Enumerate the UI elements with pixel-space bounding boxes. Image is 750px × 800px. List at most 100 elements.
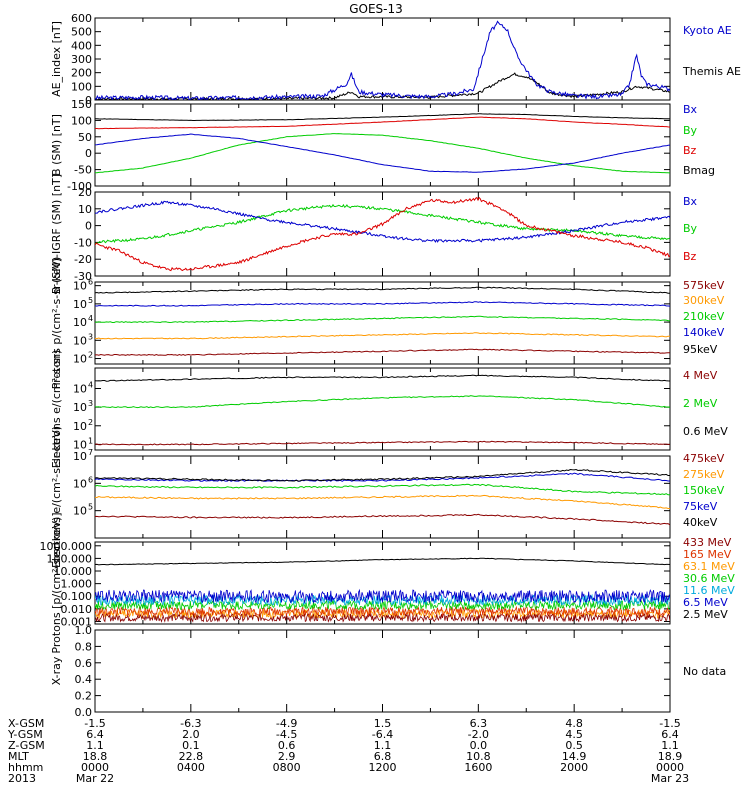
panel-ylabel: Electrons e/(cm²-s-sr-keV)	[50, 426, 63, 568]
y-tick-label: 1.000	[61, 578, 93, 591]
y-tick-label: 0.010	[61, 603, 93, 616]
y-tick-label: 0.001	[61, 615, 93, 628]
legend-entry: 575keV	[683, 279, 725, 292]
series-line-bx	[95, 133, 670, 173]
legend-entry: By	[683, 124, 698, 137]
legend-entry: Bx	[683, 195, 698, 208]
panel-7: Protons [p/(cm²-s-sr-keV)]1000.000100.00…	[40, 512, 736, 653]
ephemeris-value: -2.0	[468, 728, 489, 741]
y-tick-label: 100	[71, 80, 92, 93]
series-line-bz	[95, 116, 670, 130]
legend-entry: Bz	[683, 250, 697, 263]
y-tick-label: 0.0	[75, 706, 93, 719]
y-tick-label: 10	[73, 334, 87, 347]
panel-ylabel: AE_index [nT]	[50, 21, 63, 97]
ephemeris-value: 2.0	[182, 728, 200, 741]
y-tick-label: 0	[85, 220, 92, 233]
y-tick-label: 10	[73, 450, 87, 463]
ephemeris-value: -4.5	[276, 728, 297, 741]
y-tick-label: 0.8	[75, 640, 93, 653]
ephemeris-value: 10.8	[466, 750, 491, 763]
y-tick-label: 0	[85, 147, 92, 160]
y-tick-label: -30	[74, 270, 92, 283]
ephemeris-row-label: hhmm	[8, 761, 43, 774]
legend-entry: 475keV	[683, 452, 725, 465]
chart-title: GOES-13	[349, 2, 403, 16]
legend-entry: 433 MeV	[683, 536, 732, 549]
panel-lines	[95, 113, 670, 174]
y-tick-label: 1.0	[75, 624, 93, 637]
ephemeris-value: 1.5	[374, 717, 392, 730]
y-tick-label: 50	[78, 131, 92, 144]
series-line-bx	[95, 200, 670, 243]
ephemeris-row-label: 2013	[8, 772, 36, 785]
ephemeris-value: 6.3	[470, 717, 488, 730]
y-tick-exponent: 3	[88, 332, 93, 341]
y-tick-exponent: 3	[88, 399, 93, 408]
legend-entry: 300keV	[683, 294, 725, 307]
panel-3: B (SM)-IGRF (SM) [nT] 20 10 0 -10 -20 -30 Bx By B…	[50, 174, 698, 294]
y-tick-label: 10	[73, 280, 87, 293]
y-tick-label: -10	[74, 236, 92, 249]
panel-ylabel: X-ray	[50, 656, 63, 685]
panel-frame	[94, 17, 671, 101]
panel-ylabel: B (SM)-IGRF (SM) [nT]	[50, 174, 63, 294]
legend-entry: 150keV	[683, 484, 725, 497]
legend-entry: 63.1 MeV	[683, 560, 735, 573]
series-line-bz	[95, 196, 670, 272]
y-tick-exponent: 5	[88, 296, 93, 305]
series-line-6-5-mev	[95, 588, 670, 604]
y-tick-label: 100	[71, 114, 92, 127]
legend-entry: Bx	[683, 103, 698, 116]
series-line-by	[95, 133, 670, 174]
no-data-note: No data	[683, 665, 726, 678]
series-line-6-4	[95, 472, 670, 482]
legend-entry: 0.6 MeV	[683, 425, 728, 438]
legend-entry: 2.5 MeV	[683, 608, 728, 621]
ephemeris-value: 1.1	[374, 739, 392, 752]
ephemeris-value: -1.5	[84, 717, 105, 730]
legend-entry: 95keV	[683, 343, 718, 356]
panel-ylabel: Electrons e/(cm²-s-sr)	[50, 350, 63, 469]
y-tick-label: 10	[73, 298, 87, 311]
y-tick-label: 1000.000	[40, 540, 93, 553]
ephemeris-value: 1.1	[86, 739, 104, 752]
panel-lines	[95, 286, 670, 356]
series-line-5-3	[95, 374, 670, 382]
panel-lines	[95, 196, 670, 272]
panel-8: X-ray 1.0 0.8 0.6 0.4 0.2 0.0 No data	[50, 624, 726, 719]
ephemeris-value: 14.9	[562, 750, 587, 763]
legend-entry: 275keV	[683, 468, 725, 481]
legend-entry: Bz	[683, 144, 697, 157]
y-tick-label: 400	[71, 39, 92, 52]
ephemeris-value: 1200	[369, 761, 397, 774]
y-tick-exponent: 2	[88, 418, 93, 427]
ephemeris-value: 4.8	[565, 717, 583, 730]
y-tick-label: 0.6	[75, 657, 93, 670]
ephemeris-row-label: X-GSM	[8, 717, 44, 730]
y-tick-label: 150	[71, 98, 92, 111]
series-line-bmag	[95, 113, 670, 121]
ephemeris-value: 0800	[273, 761, 301, 774]
series-line-4-2	[95, 332, 670, 340]
y-tick-exponent: 4	[88, 381, 93, 390]
panel-lines	[95, 374, 670, 446]
ephemeris-value: 0.0	[470, 739, 488, 752]
legend-entry: 2 MeV	[683, 397, 718, 410]
legend-entry: 75keV	[683, 500, 718, 513]
legend-entry: 140keV	[683, 326, 725, 339]
legend-entry: 40keV	[683, 516, 718, 529]
ephemeris-value: 0000	[656, 761, 684, 774]
y-tick-label: 10	[73, 401, 87, 414]
legend-entry: By	[683, 222, 698, 235]
legend-entry: 30.6 MeV	[683, 572, 735, 585]
legend-entry: Bmag	[683, 164, 715, 177]
ephemeris-row-label: Z-GSM	[8, 739, 45, 752]
series-line-5-1	[95, 440, 670, 446]
y-tick-label: 0.4	[75, 673, 93, 686]
ephemeris-value: 2.9	[278, 750, 296, 763]
y-tick-label: 10	[73, 383, 87, 396]
series-line-5-2	[95, 395, 670, 409]
